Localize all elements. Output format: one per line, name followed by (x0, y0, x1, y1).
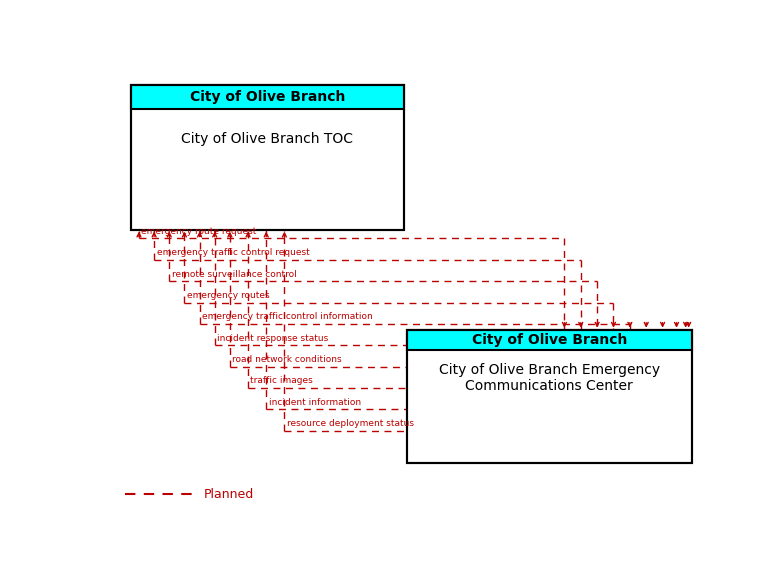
Bar (131, 85, 404, 229)
Text: City of Olive Branch TOC: City of Olive Branch TOC (181, 132, 353, 146)
Text: City of Olive Branch: City of Olive Branch (472, 333, 627, 347)
Bar (407, 329, 692, 350)
Text: remote surveillance control: remote surveillance control (172, 269, 296, 279)
Bar (407, 329, 692, 463)
Text: emergency route request: emergency route request (142, 227, 256, 236)
Text: incident information: incident information (269, 398, 361, 407)
Text: road network conditions: road network conditions (232, 355, 342, 364)
Text: emergency traffic control request: emergency traffic control request (156, 248, 310, 257)
Text: Planned: Planned (204, 488, 254, 501)
Bar (131, 85, 404, 229)
Text: resource deployment status: resource deployment status (287, 419, 414, 428)
Text: incident response status: incident response status (217, 334, 328, 343)
Bar (407, 329, 692, 463)
Text: emergency traffic control information: emergency traffic control information (202, 312, 373, 321)
Text: traffic images: traffic images (250, 376, 314, 386)
Bar (131, 85, 404, 109)
Text: emergency routes: emergency routes (187, 291, 270, 300)
Text: City of Olive Branch: City of Olive Branch (190, 90, 345, 104)
Text: City of Olive Branch Emergency
Communications Center: City of Olive Branch Emergency Communica… (439, 363, 660, 393)
